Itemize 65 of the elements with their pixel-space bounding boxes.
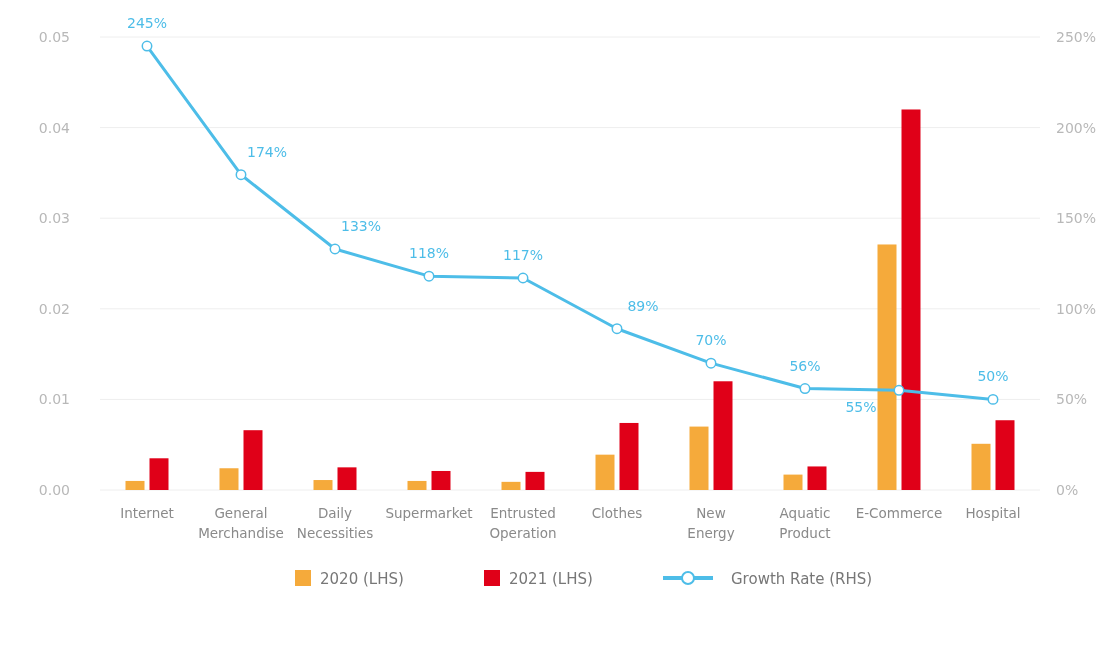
bar — [407, 480, 427, 490]
y-tick-label: 0.00 — [38, 481, 70, 498]
x-tick-label: New Energy — [687, 505, 735, 541]
data-label: 56% — [789, 357, 821, 374]
bar — [525, 471, 545, 490]
point — [705, 357, 717, 369]
point — [141, 40, 153, 52]
data-label: 117% — [502, 247, 544, 263]
bar — [313, 480, 333, 490]
legend-label: 2020 (LHS) — [320, 570, 404, 588]
x-tick-label: Internet — [120, 505, 174, 521]
x-tick-label: Supermarket — [385, 505, 473, 521]
data-label: 174% — [246, 143, 288, 160]
point — [235, 169, 247, 181]
data-label: 50% — [977, 368, 1009, 385]
y-tick-label: 0.03 — [38, 210, 70, 227]
data-label: 70% — [695, 332, 727, 349]
x-tick-label: General Merchandise — [198, 505, 284, 541]
x-tick-label: Hospital — [965, 505, 1021, 521]
bar — [689, 426, 709, 490]
y-tick-label: 0.04 — [38, 119, 71, 136]
y-tick-label: 0.05 — [38, 28, 70, 45]
bar — [431, 470, 451, 490]
point — [329, 243, 341, 255]
y2-tick-label: 250% — [1056, 28, 1097, 45]
bar — [995, 420, 1015, 490]
data-label: 245% — [126, 15, 168, 32]
legend-label: Growth Rate (RHS) — [731, 570, 873, 588]
y-tick-label: 0.01 — [38, 391, 70, 408]
bar — [243, 430, 263, 490]
y2-tick-label: 0% — [1056, 481, 1079, 498]
bar — [219, 468, 239, 490]
bar — [595, 454, 615, 490]
y-tick-label: 0.02 — [38, 300, 70, 317]
y2-tick-label: 200% — [1056, 119, 1097, 136]
point — [799, 383, 811, 394]
bar — [807, 466, 827, 490]
data-label: 55% — [845, 399, 877, 416]
bar — [901, 109, 921, 490]
point — [423, 270, 435, 282]
data-label: 133% — [340, 218, 382, 234]
point — [987, 393, 999, 405]
data-label: 89% — [627, 297, 659, 314]
bar — [337, 467, 357, 490]
x-tick-label: Clothes — [591, 505, 643, 521]
bar — [125, 480, 145, 490]
x-tick-label: E-Commerce — [855, 505, 943, 521]
bar — [149, 458, 169, 490]
point — [611, 323, 623, 335]
bar — [501, 481, 521, 490]
bar — [971, 443, 991, 490]
data-label: 118% — [408, 245, 450, 262]
y2-tick-label: 100% — [1056, 300, 1097, 317]
x-tick-label: Aquatic Product — [779, 505, 831, 541]
point — [517, 272, 529, 284]
y2-tick-label: 150% — [1056, 210, 1097, 227]
y2-tick-label: 50% — [1056, 391, 1088, 408]
x-tick-label: Entrusted Operation — [489, 505, 557, 541]
point — [893, 384, 905, 396]
bar — [619, 422, 639, 490]
legend-label: 2021 (LHS) — [509, 570, 593, 588]
bar — [877, 244, 897, 490]
x-tick-label: Daily Necessities — [296, 505, 374, 541]
bar — [713, 381, 733, 490]
bar — [783, 474, 803, 490]
